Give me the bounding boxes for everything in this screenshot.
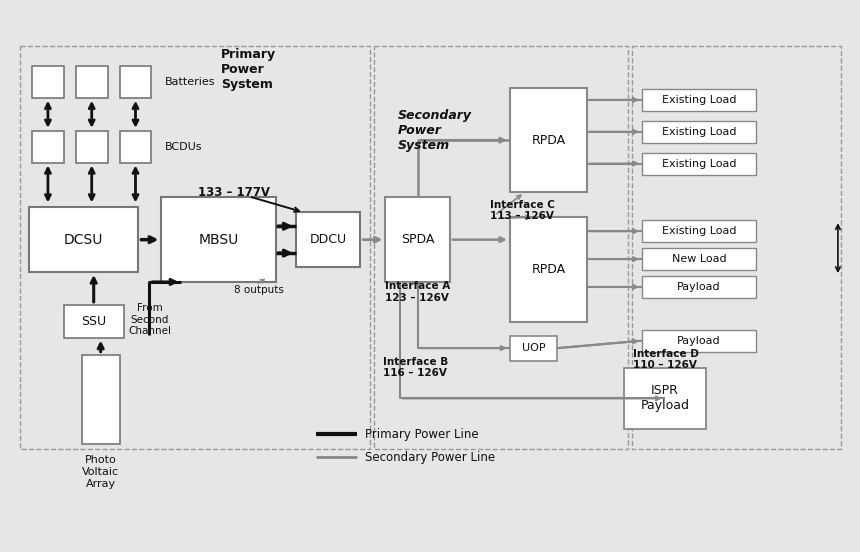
Bar bbox=[82, 354, 120, 444]
Text: SSU: SSU bbox=[81, 315, 107, 328]
Text: Photo
Voltaic
Array: Photo Voltaic Array bbox=[82, 455, 120, 489]
Bar bbox=[510, 88, 587, 193]
Bar bbox=[296, 213, 360, 267]
Text: RPDA: RPDA bbox=[531, 134, 566, 147]
Text: RPDA: RPDA bbox=[531, 263, 566, 276]
Text: UOP: UOP bbox=[522, 343, 545, 353]
Bar bbox=[64, 305, 124, 338]
Text: Primary
Power
System: Primary Power System bbox=[221, 47, 276, 91]
Bar bbox=[624, 368, 705, 429]
Text: Secondary
Power
System: Secondary Power System bbox=[398, 109, 472, 152]
Text: DCSU: DCSU bbox=[64, 233, 103, 247]
Bar bbox=[120, 66, 151, 98]
Text: Payload: Payload bbox=[678, 282, 721, 292]
Bar bbox=[642, 330, 756, 352]
Text: New Load: New Load bbox=[672, 254, 727, 264]
Bar bbox=[374, 46, 628, 449]
Bar bbox=[510, 217, 587, 322]
Bar bbox=[385, 198, 450, 282]
Bar bbox=[20, 46, 371, 449]
Text: BCDUs: BCDUs bbox=[165, 142, 203, 152]
Bar bbox=[632, 46, 841, 449]
Text: Primary Power Line: Primary Power Line bbox=[366, 428, 479, 440]
Text: Interface C
113 – 126V: Interface C 113 – 126V bbox=[489, 199, 555, 221]
Text: 133 – 177V: 133 – 177V bbox=[198, 186, 270, 199]
Bar bbox=[32, 131, 64, 163]
Text: Secondary Power Line: Secondary Power Line bbox=[366, 450, 495, 464]
Bar bbox=[642, 276, 756, 298]
Bar bbox=[29, 208, 138, 272]
Text: Interface D
110 – 126V: Interface D 110 – 126V bbox=[633, 349, 699, 370]
Bar bbox=[510, 336, 557, 360]
Text: Interface B
116 – 126V: Interface B 116 – 126V bbox=[384, 357, 448, 378]
Bar bbox=[162, 198, 276, 282]
Text: From
Second
Channel: From Second Channel bbox=[128, 303, 171, 336]
Text: Existing Load: Existing Load bbox=[662, 95, 736, 105]
Text: Payload: Payload bbox=[678, 336, 721, 346]
Bar bbox=[642, 220, 756, 242]
Bar bbox=[642, 89, 756, 111]
Text: Existing Load: Existing Load bbox=[662, 158, 736, 168]
Text: 8 outputs: 8 outputs bbox=[234, 285, 284, 295]
Text: DDCU: DDCU bbox=[310, 233, 347, 246]
Text: Existing Load: Existing Load bbox=[662, 226, 736, 236]
Text: ISPR
Payload: ISPR Payload bbox=[641, 384, 690, 412]
Bar bbox=[642, 248, 756, 270]
Text: SPDA: SPDA bbox=[401, 233, 434, 246]
Text: Interface A
123 – 126V: Interface A 123 – 126V bbox=[385, 281, 451, 302]
Bar bbox=[76, 66, 108, 98]
Bar bbox=[76, 131, 108, 163]
Bar bbox=[642, 152, 756, 174]
Bar bbox=[642, 121, 756, 142]
Bar bbox=[32, 66, 64, 98]
Text: Batteries: Batteries bbox=[165, 77, 216, 87]
Text: MBSU: MBSU bbox=[199, 233, 239, 247]
Bar bbox=[120, 131, 151, 163]
Text: Existing Load: Existing Load bbox=[662, 127, 736, 137]
